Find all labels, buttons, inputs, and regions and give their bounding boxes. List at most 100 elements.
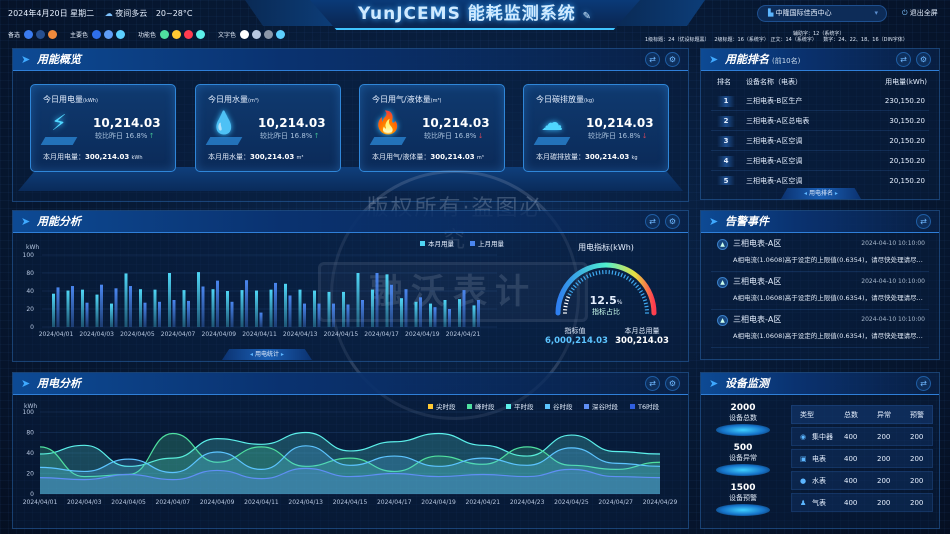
device-row[interactable]: ● 水表 400 200 200 — [791, 471, 933, 490]
device-name: 三相电表-A区总电表 — [746, 117, 810, 125]
ranking-pager[interactable]: ◂ 用电排名 ▸ — [781, 188, 861, 199]
color-swatch — [276, 30, 286, 39]
legend-label: 平时段 — [514, 402, 534, 411]
overview-card[interactable]: 今日用气/液体量(m³) 🔥 10,214.03 较比昨日 16.8% 🡓 本月… — [359, 84, 505, 172]
edit-icon[interactable]: ✎ — [582, 11, 593, 22]
ranking-row[interactable]: 3 三相电表-A区空调 20,150.20 — [711, 131, 929, 151]
card-value: 10,214.03 — [586, 116, 654, 130]
stat-value: 500 — [733, 443, 753, 453]
switch-icon[interactable]: ⇄ — [916, 214, 931, 229]
col-type: 类型 — [800, 411, 814, 419]
bar — [356, 273, 360, 327]
title-text: 用能分析 — [37, 215, 81, 228]
energy-stats-pager[interactable]: ◂ 用电统计 ▸ — [222, 349, 312, 360]
ranking-row[interactable]: 1 三相电表-B区生产 230,150.20 — [711, 91, 929, 111]
ranking-list[interactable]: 1 三相电表-B区生产 230,150.20 2 三相电表-A区总电表 30,1… — [701, 91, 939, 185]
bar — [240, 290, 244, 327]
card-value: 10,214.03 — [93, 116, 161, 130]
card-unit: (m³) — [430, 98, 442, 104]
x-tick-label: 2024/04/07 — [156, 499, 191, 506]
bar — [414, 301, 418, 327]
color-swatch — [184, 30, 194, 39]
gauge-title: 用电指标(kWh) — [578, 243, 634, 252]
switch-icon[interactable]: ⇄ — [896, 52, 911, 67]
x-tick-label: 2024/04/11 — [242, 331, 277, 338]
gauge-tick — [617, 271, 620, 277]
ranking-title: ➤ 用能排名 (前10名) — [701, 49, 939, 71]
alarm-item[interactable]: ▲ 三相电表-A区 2024-04-10 10:10:00 A相电流(1.060… — [711, 235, 929, 272]
device-warn: 200 — [910, 455, 924, 463]
switch-icon[interactable]: ⇄ — [645, 376, 660, 391]
bar — [288, 295, 292, 327]
stat-value: 1500 — [730, 483, 756, 493]
switch-icon[interactable]: ⇄ — [645, 214, 660, 229]
col-device: 设备名称（电表） — [746, 78, 802, 86]
gauge-tick — [623, 274, 627, 279]
color-swatch — [264, 30, 274, 39]
exit-fullscreen-button[interactable]: ⏻ 退出全屏 — [902, 8, 938, 18]
gauge-tick — [580, 277, 584, 282]
settings-icon[interactable]: ⚙ — [665, 376, 680, 391]
gauge-arc — [555, 262, 657, 316]
stat-pedestal — [716, 424, 770, 436]
gauge-readout: 12.5% 指标占比 — [576, 294, 636, 317]
gauge-total: 本月总用量 300,214.03 — [612, 326, 672, 346]
series-line — [39, 432, 661, 478]
date-text: 2024年4月20日 星期二 — [8, 9, 95, 18]
building-icon: ▙ — [768, 9, 774, 17]
next-icon[interactable]: ▸ — [280, 351, 284, 358]
ranking-row[interactable]: 4 三相电表-A区空调 20,150.20 — [711, 151, 929, 171]
legend-swatch — [545, 404, 550, 409]
gauge-tick — [642, 299, 648, 302]
bar — [313, 290, 316, 327]
ranking-row[interactable]: 2 三相电表-A区总电表 30,150.20 — [711, 111, 929, 131]
switch-icon[interactable]: ⇄ — [645, 52, 660, 67]
y-tick-label: 0 — [30, 324, 34, 331]
gauge-tick — [570, 287, 575, 291]
cloud-icon: ☁ — [536, 111, 568, 143]
y-tick-label: 100 — [23, 409, 35, 416]
settings-icon[interactable]: ⚙ — [665, 214, 680, 229]
alarm-siren-icon: ▲ — [717, 277, 728, 288]
switch-icon[interactable]: ⇄ — [916, 376, 931, 391]
rank-number: 4 — [717, 156, 735, 167]
legend-label: 深谷时段 — [592, 402, 619, 411]
trend-up-icon: 🡑 — [149, 132, 154, 140]
device-row[interactable]: ♟ 气表 400 200 200 — [791, 493, 933, 512]
settings-icon[interactable]: ⚙ — [916, 52, 931, 67]
y-tick-label: 20 — [26, 306, 34, 313]
location-dropdown[interactable]: ▙ 中隆国际佳西中心 ▾ — [757, 5, 887, 22]
settings-icon[interactable]: ⚙ — [665, 52, 680, 67]
color-palette-legend: 备选 主要色 功能色 文字色 — [8, 30, 298, 39]
bar — [448, 309, 451, 327]
title-text: 用能概览 — [37, 53, 81, 66]
y-tick-label: 80 — [26, 430, 34, 437]
device-row[interactable]: ▣ 电表 400 200 200 — [791, 449, 933, 468]
gauge-percent-unit: % — [616, 299, 623, 306]
alarm-item[interactable]: ▲ 三相电表-A区 2024-04-10 10:10:00 A相电流(1.060… — [711, 311, 929, 348]
device-name: 三相电表-A区空调 — [746, 137, 803, 145]
device-row[interactable]: ◉ 集中器 400 200 200 — [791, 427, 933, 446]
prev-icon[interactable]: ◂ — [250, 351, 254, 358]
overview-card[interactable]: 今日碳排放量(kg) ☁ 10,214.03 较比昨日 16.8% 🡓 本月碳排… — [523, 84, 669, 172]
bar — [385, 274, 389, 327]
device-warn: 200 — [910, 433, 924, 441]
ranking-row[interactable]: 5 三相电表-A区空调 20,150.20 — [711, 171, 929, 185]
overview-card[interactable]: 今日用电量(kWh) ⚡ 10,214.03 较比昨日 16.8% 🡑 本月用电… — [30, 84, 176, 172]
bar — [472, 305, 476, 327]
next-icon[interactable]: ▸ — [834, 190, 838, 197]
alarm-item[interactable]: ▲ 三相电表-A区 2024-04-10 10:10:00 A相电流(1.060… — [711, 273, 929, 310]
bar — [182, 290, 186, 327]
header-datetime: 2024年4月20日 星期二 ☁ 夜间多云 20~28°C — [8, 8, 192, 19]
card-month: 本月用水量：300,214.03 m³ — [208, 152, 303, 162]
prev-icon[interactable]: ◂ — [804, 190, 808, 197]
bar — [419, 297, 422, 327]
color-swatch — [92, 30, 102, 39]
overview-card[interactable]: 今日用水量(m³) 💧 10,214.03 较比昨日 16.8% 🡑 本月用水量… — [195, 84, 341, 172]
compare-text: 较比昨日 16.8% — [588, 132, 641, 140]
device-table-header: 类型 总数 异常 预警 — [791, 405, 933, 424]
bar — [298, 289, 302, 327]
alarm-device: 三相电表-A区 — [733, 239, 782, 248]
x-tick-label: 2024/04/01 — [39, 331, 74, 338]
stat-pedestal — [716, 504, 770, 516]
